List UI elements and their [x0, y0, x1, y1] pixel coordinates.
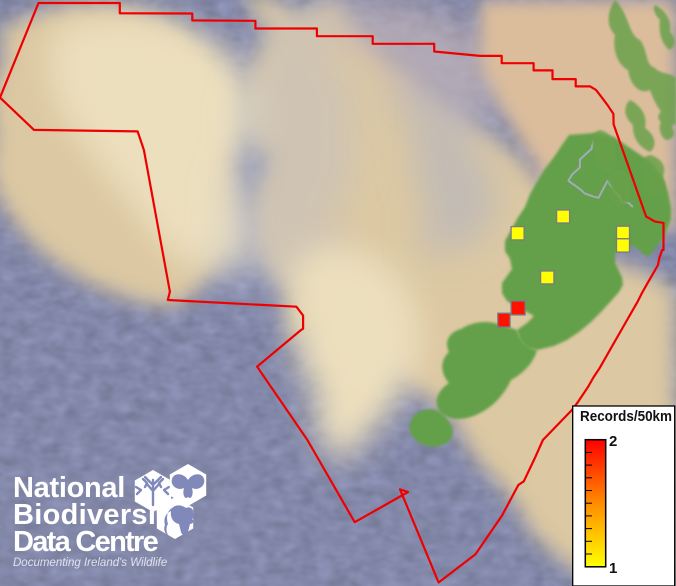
- svg-text:1: 1: [609, 560, 617, 577]
- svg-text:Data Centre: Data Centre: [13, 526, 159, 558]
- svg-text:Documenting Ireland's Wildlife: Documenting Ireland's Wildlife: [13, 557, 167, 569]
- svg-text:Records/50km: Records/50km: [580, 409, 672, 425]
- svg-text:2: 2: [609, 433, 617, 450]
